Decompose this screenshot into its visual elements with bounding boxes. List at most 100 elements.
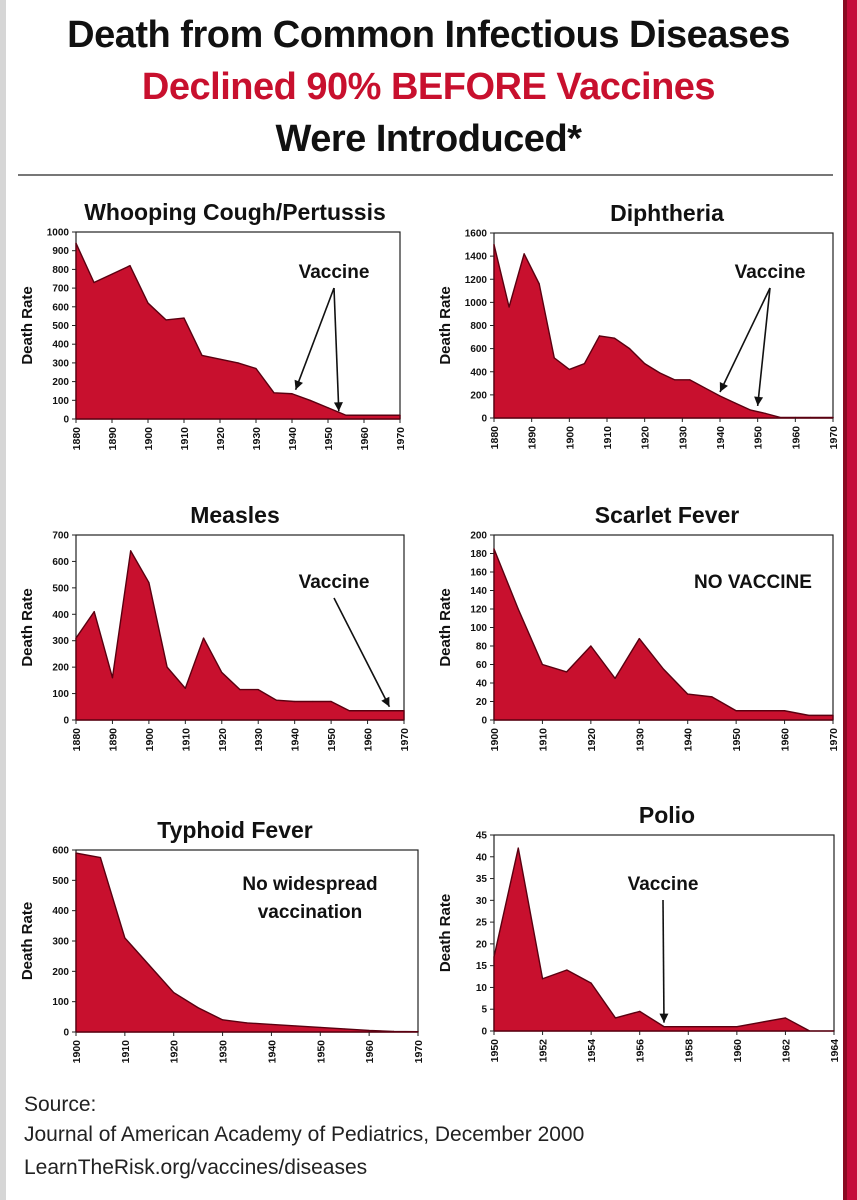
- vaccine-arrow-head: [754, 396, 764, 406]
- data-point: [749, 409, 751, 411]
- data-point: [246, 1022, 248, 1024]
- data-point: [147, 302, 149, 304]
- y-tick-label: 0: [63, 1028, 69, 1039]
- data-area: [493, 243, 834, 419]
- data-point: [75, 852, 77, 854]
- data-point: [124, 937, 126, 939]
- data-point: [93, 281, 95, 284]
- x-tick-label: 1940: [266, 1040, 278, 1064]
- data-point: [130, 550, 132, 552]
- x-tick-label: 1950: [315, 1040, 327, 1064]
- data-point: [366, 710, 369, 712]
- x-tick-label: 1930: [253, 728, 265, 752]
- data-point: [613, 337, 616, 339]
- y-axis-label: Death Rate: [19, 286, 36, 364]
- data-point: [508, 306, 510, 308]
- data-point: [598, 335, 601, 337]
- x-tick-label: 1950: [731, 728, 743, 752]
- y-tick-label: 900: [52, 246, 69, 257]
- left-frame-border: [0, 0, 6, 1200]
- data-point: [566, 969, 568, 971]
- y-tick-label: 160: [470, 568, 487, 579]
- data-point: [832, 714, 834, 716]
- x-tick-label: 1958: [683, 1039, 695, 1063]
- data-point: [614, 1017, 617, 1019]
- y-tick-label: 500: [52, 876, 69, 887]
- x-tick-label: 1930: [218, 1040, 230, 1064]
- vaccine-arrow-line: [662, 899, 665, 1023]
- y-tick-label: 1200: [465, 275, 488, 286]
- data-point: [809, 416, 811, 419]
- data-point: [736, 1026, 738, 1028]
- data-point: [794, 416, 796, 419]
- y-tick-label: 15: [476, 961, 488, 972]
- y-tick-label: 400: [52, 610, 69, 621]
- y-tick-label: 25: [476, 918, 488, 929]
- y-tick-label: 1000: [465, 298, 488, 309]
- data-point: [566, 671, 568, 673]
- data-point: [239, 689, 241, 691]
- x-tick-label: 1970: [395, 427, 407, 451]
- data-point: [111, 273, 113, 275]
- x-tick-label: 1890: [527, 426, 539, 450]
- annotation-text: Vaccine: [628, 874, 699, 895]
- x-tick-label: 1900: [144, 728, 156, 752]
- data-point: [275, 699, 278, 701]
- x-tick-label: 1950: [326, 728, 338, 752]
- data-point: [295, 1025, 297, 1027]
- chart-title: Polio: [639, 802, 695, 828]
- y-tick-label: 500: [52, 583, 69, 594]
- x-tick-label: 1950: [489, 1039, 501, 1063]
- right-frame-border: [843, 0, 857, 1200]
- chart-title: Typhoid Fever: [157, 817, 313, 843]
- y-tick-label: 10: [476, 983, 488, 994]
- headline-line-2: Declined 90% BEFORE Vaccines: [141, 66, 716, 108]
- data-point: [734, 402, 736, 404]
- x-tick-label: 1900: [71, 1040, 83, 1064]
- data-point: [629, 348, 631, 350]
- data-point: [659, 372, 661, 374]
- data-point: [808, 714, 810, 716]
- data-area: [75, 242, 401, 420]
- y-tick-label: 200: [52, 663, 69, 674]
- annotation-text: No widespread: [242, 874, 377, 895]
- x-tick-label: 1900: [564, 426, 576, 450]
- data-point: [148, 581, 150, 584]
- x-tick-label: 1910: [120, 1040, 132, 1064]
- x-tick-label: 1930: [634, 728, 646, 752]
- x-tick-label: 1910: [179, 427, 191, 451]
- x-tick-label: 1920: [586, 728, 598, 752]
- data-point: [639, 1010, 641, 1012]
- chart-title: Whooping Cough/Pertussis: [84, 199, 386, 225]
- x-tick-label: 1940: [287, 427, 299, 451]
- vaccine-arrow-head: [333, 402, 343, 412]
- header-divider: [18, 174, 833, 176]
- vaccine-arrow-line: [756, 287, 771, 406]
- data-point: [348, 710, 350, 712]
- y-axis-label: Death Rate: [437, 286, 454, 364]
- x-tick-label: 1900: [143, 427, 155, 451]
- x-tick-label: 1910: [602, 426, 614, 450]
- x-tick-label: 1940: [683, 728, 695, 752]
- y-axis-label: Death Rate: [19, 588, 36, 666]
- data-point: [583, 363, 585, 365]
- x-tick-label: 1940: [290, 728, 302, 752]
- y-tick-label: 200: [52, 967, 69, 978]
- headline-line-1: Death from Common Infectious Diseases: [67, 14, 790, 56]
- headline-line-3: Were Introduced*: [275, 118, 582, 160]
- x-tick-label: 1960: [780, 728, 792, 752]
- data-point: [590, 645, 592, 647]
- vaccine-arrow-line: [333, 287, 340, 412]
- data-point: [809, 1030, 811, 1032]
- y-tick-label: 600: [52, 846, 69, 857]
- y-tick-label: 1600: [465, 229, 488, 240]
- chart-measles: Measles 0 100 200 300 400 500 600 700 1880 1890 190…: [19, 502, 411, 752]
- annotation-text: NO VACCINE: [694, 572, 812, 593]
- data-point: [674, 379, 676, 381]
- x-tick-label: 1970: [413, 1040, 425, 1064]
- y-tick-label: 800: [470, 321, 487, 332]
- x-tick-label: 1880: [489, 426, 501, 450]
- y-tick-label: 140: [470, 586, 487, 597]
- data-point: [689, 379, 691, 381]
- y-tick-label: 700: [52, 531, 69, 542]
